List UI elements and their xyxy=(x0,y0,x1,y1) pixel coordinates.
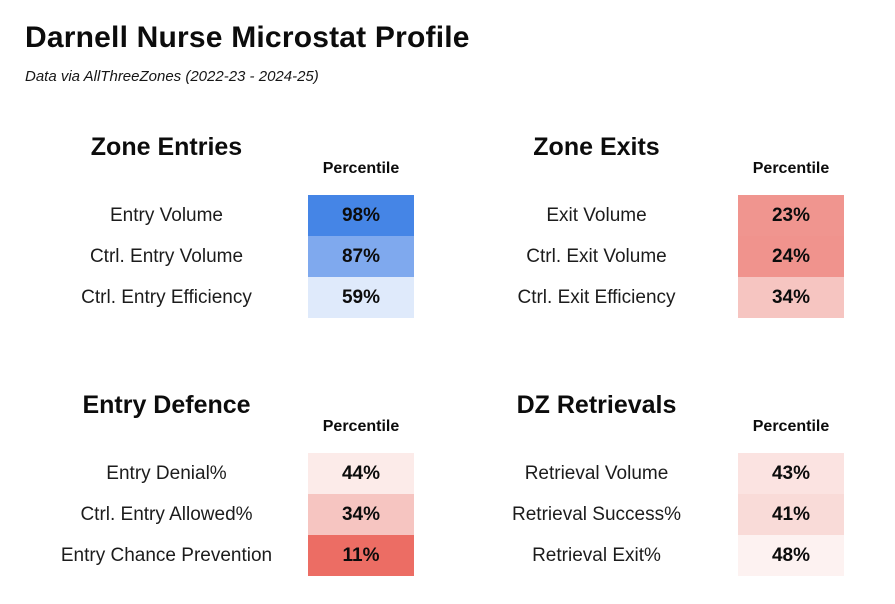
stat-value-cell: 11% xyxy=(308,535,414,576)
stat-label: Ctrl. Exit Volume xyxy=(526,245,667,267)
stat-label: Entry Volume xyxy=(110,204,223,226)
percentile-column-header: Percentile xyxy=(322,160,400,177)
stat-label: Entry Denial% xyxy=(106,462,227,484)
stat-label: Exit Volume xyxy=(546,204,647,226)
data-source-note: Data via AllThreeZones (2022-23 - 2024-2… xyxy=(25,68,319,85)
stat-value-cell: 34% xyxy=(308,494,414,535)
stat-row: Entry Volume 98% xyxy=(25,195,414,236)
section-title: DZ Retrievals xyxy=(516,391,677,419)
stat-row: Ctrl. Exit Efficiency 34% xyxy=(455,277,844,318)
page-title: Darnell Nurse Microstat Profile xyxy=(25,21,470,54)
section-entry-defence: Entry Defence Percentile Entry Denial% 4… xyxy=(25,390,414,576)
stat-rows: Exit Volume 23% Ctrl. Exit Volume 24% Ct… xyxy=(455,195,844,318)
stat-row: Ctrl. Exit Volume 24% xyxy=(455,236,844,277)
stat-value-cell: 44% xyxy=(308,453,414,494)
section-zone-entries: Zone Entries Percentile Entry Volume 98%… xyxy=(25,132,414,318)
stat-row: Entry Chance Prevention 11% xyxy=(25,535,414,576)
stat-row: Retrieval Volume 43% xyxy=(455,453,844,494)
stat-rows: Retrieval Volume 43% Retrieval Success% … xyxy=(455,453,844,576)
stat-row: Ctrl. Entry Efficiency 59% xyxy=(25,277,414,318)
quadrant-grid: Zone Entries Percentile Entry Volume 98%… xyxy=(25,132,895,576)
section-zone-exits: Zone Exits Percentile Exit Volume 23% Ct… xyxy=(455,132,844,318)
stat-value-cell: 87% xyxy=(308,236,414,277)
stat-label: Retrieval Success% xyxy=(512,503,681,525)
stat-row: Retrieval Success% 41% xyxy=(455,494,844,535)
microstat-profile-card: Darnell Nurse Microstat Profile Data via… xyxy=(25,21,895,576)
stat-value-cell: 34% xyxy=(738,277,844,318)
percentile-column-header: Percentile xyxy=(752,160,830,177)
stat-rows: Entry Volume 98% Ctrl. Entry Volume 87% … xyxy=(25,195,414,318)
section-header: Zone Entries Percentile xyxy=(25,132,414,178)
stat-value-cell: 59% xyxy=(308,277,414,318)
section-title: Zone Exits xyxy=(533,133,660,161)
stat-label: Entry Chance Prevention xyxy=(60,544,273,566)
stat-row: Ctrl. Entry Allowed% 34% xyxy=(25,494,414,535)
stat-value-cell: 23% xyxy=(738,195,844,236)
stat-label: Ctrl. Entry Allowed% xyxy=(80,503,253,525)
stat-value-cell: 98% xyxy=(308,195,414,236)
section-title: Entry Defence xyxy=(82,391,251,419)
stat-label: Retrieval Exit% xyxy=(532,544,661,566)
section-header: Zone Exits Percentile xyxy=(455,132,844,178)
stat-value-cell: 24% xyxy=(738,236,844,277)
stat-label: Ctrl. Entry Efficiency xyxy=(81,286,252,308)
stat-row: Retrieval Exit% 48% xyxy=(455,535,844,576)
percentile-column-header: Percentile xyxy=(322,418,400,435)
stat-value-cell: 43% xyxy=(738,453,844,494)
stat-label: Retrieval Volume xyxy=(524,462,669,484)
section-title: Zone Entries xyxy=(90,133,243,161)
section-dz-retrievals: DZ Retrievals Percentile Retrieval Volum… xyxy=(455,390,844,576)
stat-value-cell: 41% xyxy=(738,494,844,535)
stat-label: Ctrl. Exit Efficiency xyxy=(517,286,676,308)
stat-value-cell: 48% xyxy=(738,535,844,576)
section-header: DZ Retrievals Percentile xyxy=(455,390,844,436)
stat-label: Ctrl. Entry Volume xyxy=(89,245,244,267)
percentile-column-header: Percentile xyxy=(752,418,830,435)
stat-rows: Entry Denial% 44% Ctrl. Entry Allowed% 3… xyxy=(25,453,414,576)
stat-row: Entry Denial% 44% xyxy=(25,453,414,494)
stat-row: Exit Volume 23% xyxy=(455,195,844,236)
section-header: Entry Defence Percentile xyxy=(25,390,414,436)
stat-row: Ctrl. Entry Volume 87% xyxy=(25,236,414,277)
